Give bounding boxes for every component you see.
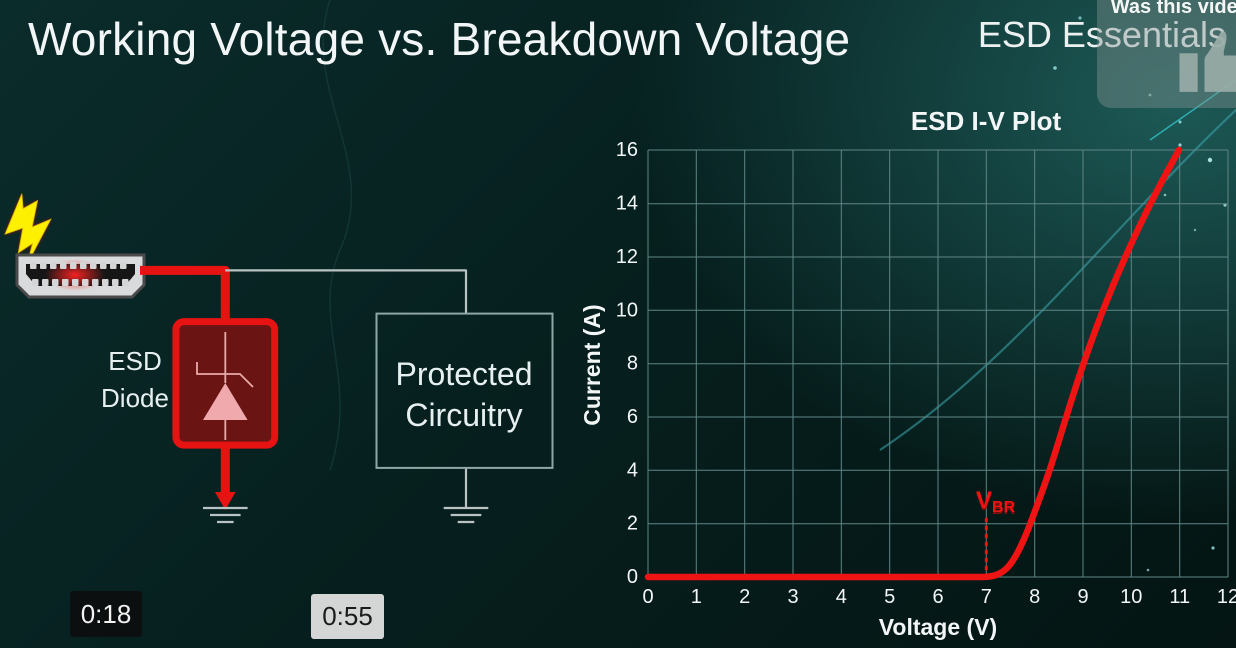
svg-text:0: 0 [627,566,638,588]
svg-text:ESD: ESD [108,346,161,376]
svg-text:9: 9 [1077,586,1088,608]
svg-text:10: 10 [616,299,638,321]
svg-text:2: 2 [739,586,750,608]
svg-text:6: 6 [627,406,638,428]
svg-text:Protected: Protected [396,356,533,392]
svg-text:5: 5 [884,586,895,608]
svg-text:10: 10 [1120,586,1142,608]
svg-text:Current (A): Current (A) [580,304,605,425]
svg-text:8: 8 [627,353,638,375]
svg-text:4: 4 [836,586,847,608]
svg-text:0: 0 [642,586,653,608]
svg-text:14: 14 [616,193,638,215]
svg-text:1: 1 [691,586,702,608]
svg-text:12: 12 [1217,586,1236,608]
svg-text:Diode: Diode [101,383,169,413]
svg-text:7: 7 [981,586,992,608]
svg-text:16: 16 [616,139,638,161]
svg-text:8: 8 [1029,586,1040,608]
svg-text:12: 12 [616,246,638,268]
svg-text:11: 11 [1169,586,1190,608]
svg-text:Voltage (V): Voltage (V) [879,614,997,640]
svg-text:ESD I-V Plot: ESD I-V Plot [911,106,1062,136]
svg-text:6: 6 [932,586,943,608]
svg-text:2: 2 [627,513,638,535]
svg-text:VBR: VBR [976,487,1016,516]
svg-text:3: 3 [787,586,798,608]
svg-text:Circuitry: Circuitry [405,397,522,433]
svg-text:4: 4 [627,459,638,481]
